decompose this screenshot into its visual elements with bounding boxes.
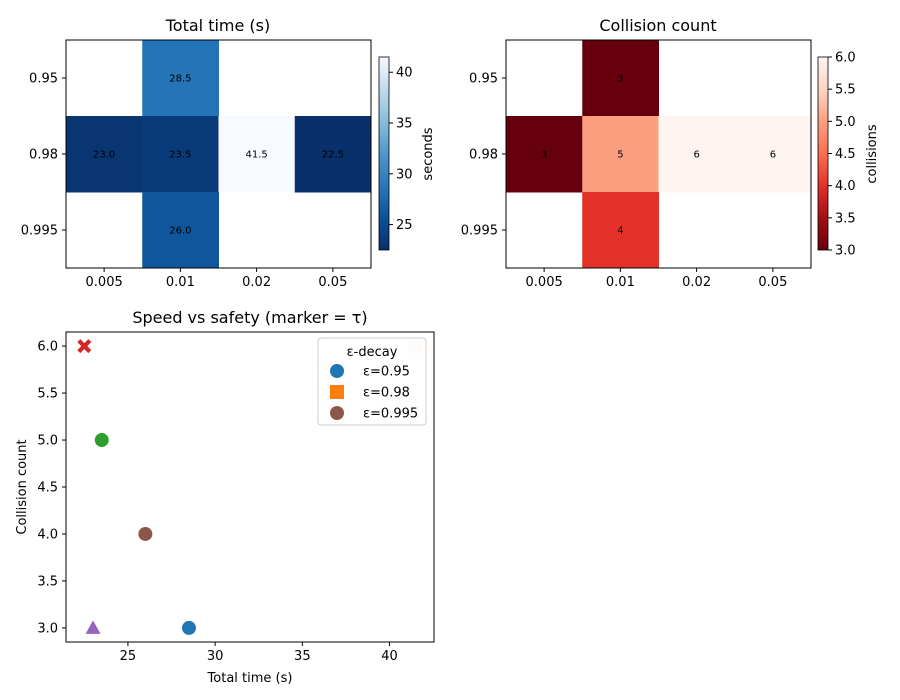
x-tick-label: 0.05 [758,275,787,290]
x-tick-label: 0.02 [242,275,271,290]
heatmap-cell [582,192,659,269]
colorbar-tick-label: 40 [396,66,413,81]
x-tick-label: 30 [207,649,224,664]
legend-label: ε=0.98 [363,386,410,401]
colorbar-tick-label: 30 [396,167,413,182]
heatmap-cell [658,116,736,193]
heatmap-cell [734,116,812,193]
y-tick-label: 4.0 [37,527,58,542]
y-tick-label: 0.98 [469,148,498,163]
scatter-point [77,339,92,354]
colorbar-tick-label: 25 [396,218,413,233]
colorbar-seconds-label: seconds [421,127,436,180]
heatmap-cell [294,116,372,193]
legend-label: ε=0.95 [363,365,410,380]
x-tick-label: 0.005 [526,275,563,290]
y-tick-label: 5.0 [37,434,58,449]
colorbar-tick-label: 3.5 [835,211,856,226]
colorbar-tick-label: 4.5 [835,147,856,162]
x-tick-label: 0.02 [682,275,711,290]
heatmap-cell [142,192,219,269]
colorbar-tick-label: 6.0 [835,51,856,66]
scatter-point [138,526,153,541]
heatmap-cell [582,40,659,117]
x-tick-label: 25 [120,649,137,664]
x-tick-label: 40 [381,649,398,664]
colorbar-tick-label: 4.0 [835,179,856,194]
heatmap-cell-label: 41.5 [245,150,267,161]
colorbar-tick-label: 3.0 [835,244,856,259]
heatmap-cell-label: 26.0 [169,226,191,237]
x-tick-label: 0.01 [606,275,635,290]
legend-frame [317,337,427,426]
colorbar-collisions-label: collisions [865,124,880,184]
heatmap-cell-label: 6 [693,150,699,161]
heatmap-cell [66,116,143,193]
scatter-xlabel: Total time (s) [207,671,293,686]
y-tick-label: 3.5 [37,574,58,589]
heatmap-collision-count-title: Collision count [599,16,716,35]
heatmap-cell-label: 4 [617,226,623,237]
heatmap-cell [142,40,219,117]
colorbar-tick-label: 5.5 [835,83,856,98]
heatmap-cell [582,116,659,193]
heatmap-collision-count: Collision count 3 3 5 6 6 4 0.005 0.01 0.02 0.05… [461,16,880,290]
scatter-legend: ε-decay ε=0.95 ε=0.98 ε=0.995 [317,337,427,426]
x-tick-label: 0.05 [318,275,347,290]
x-tick-label: 0.01 [166,275,195,290]
heatmap-cell [142,116,219,193]
scatter-speed-vs-safety: Speed vs safety (marker = τ) 25 30 35 40 3.0… [15,308,435,686]
legend-label: ε=0.995 [363,407,418,422]
y-tick-label: 0.95 [469,72,498,87]
heatmap-total-time-title: Total time (s) [165,16,271,35]
colorbar-tick-label: 5.0 [835,115,856,130]
scatter-ylabel: Collision count [15,439,30,534]
y-tick-label: 0.995 [21,224,58,239]
y-tick-label: 3.0 [37,621,58,636]
legend-marker [330,385,344,399]
heatmap-cell-label: 3 [617,74,623,85]
heatmap-cell-label: 3 [541,150,547,161]
heatmap-cell-label: 23.5 [169,150,191,161]
x-tick-label: 0.005 [86,275,123,290]
y-tick-label: 6.0 [37,340,58,355]
y-tick-label: 0.995 [461,224,498,239]
heatmap-cell-label: 23.0 [93,150,115,161]
x-tick-label: 35 [294,649,311,664]
heatmap-total-time: Total time (s) 28.523.0 23.5 41.5 22.526.0 … [21,16,436,290]
heatmap-cell-label: 28.5 [169,74,191,85]
y-tick-label: 5.5 [37,387,58,402]
legend-title: ε-decay [347,345,398,360]
y-tick-label: 0.95 [29,72,58,87]
scatter-title: Speed vs safety (marker = τ) [132,308,367,327]
heatmap-cell-label: 22.5 [322,150,344,161]
heatmap-cell-label: 5 [617,150,623,161]
legend-marker [330,406,344,420]
colorbar-tick-label: 35 [396,117,413,132]
y-tick-label: 0.98 [29,148,58,163]
heatmap-cell-label: 6 [770,150,776,161]
scatter-point [94,433,109,448]
colorbar-collisions [817,56,829,251]
colorbar-seconds [378,56,390,251]
legend-marker [330,364,344,378]
scatter-point [85,620,101,634]
scatter-point [181,620,196,635]
heatmap-cell [218,116,296,193]
heatmap-cell [506,116,583,193]
y-tick-label: 4.5 [37,481,58,496]
